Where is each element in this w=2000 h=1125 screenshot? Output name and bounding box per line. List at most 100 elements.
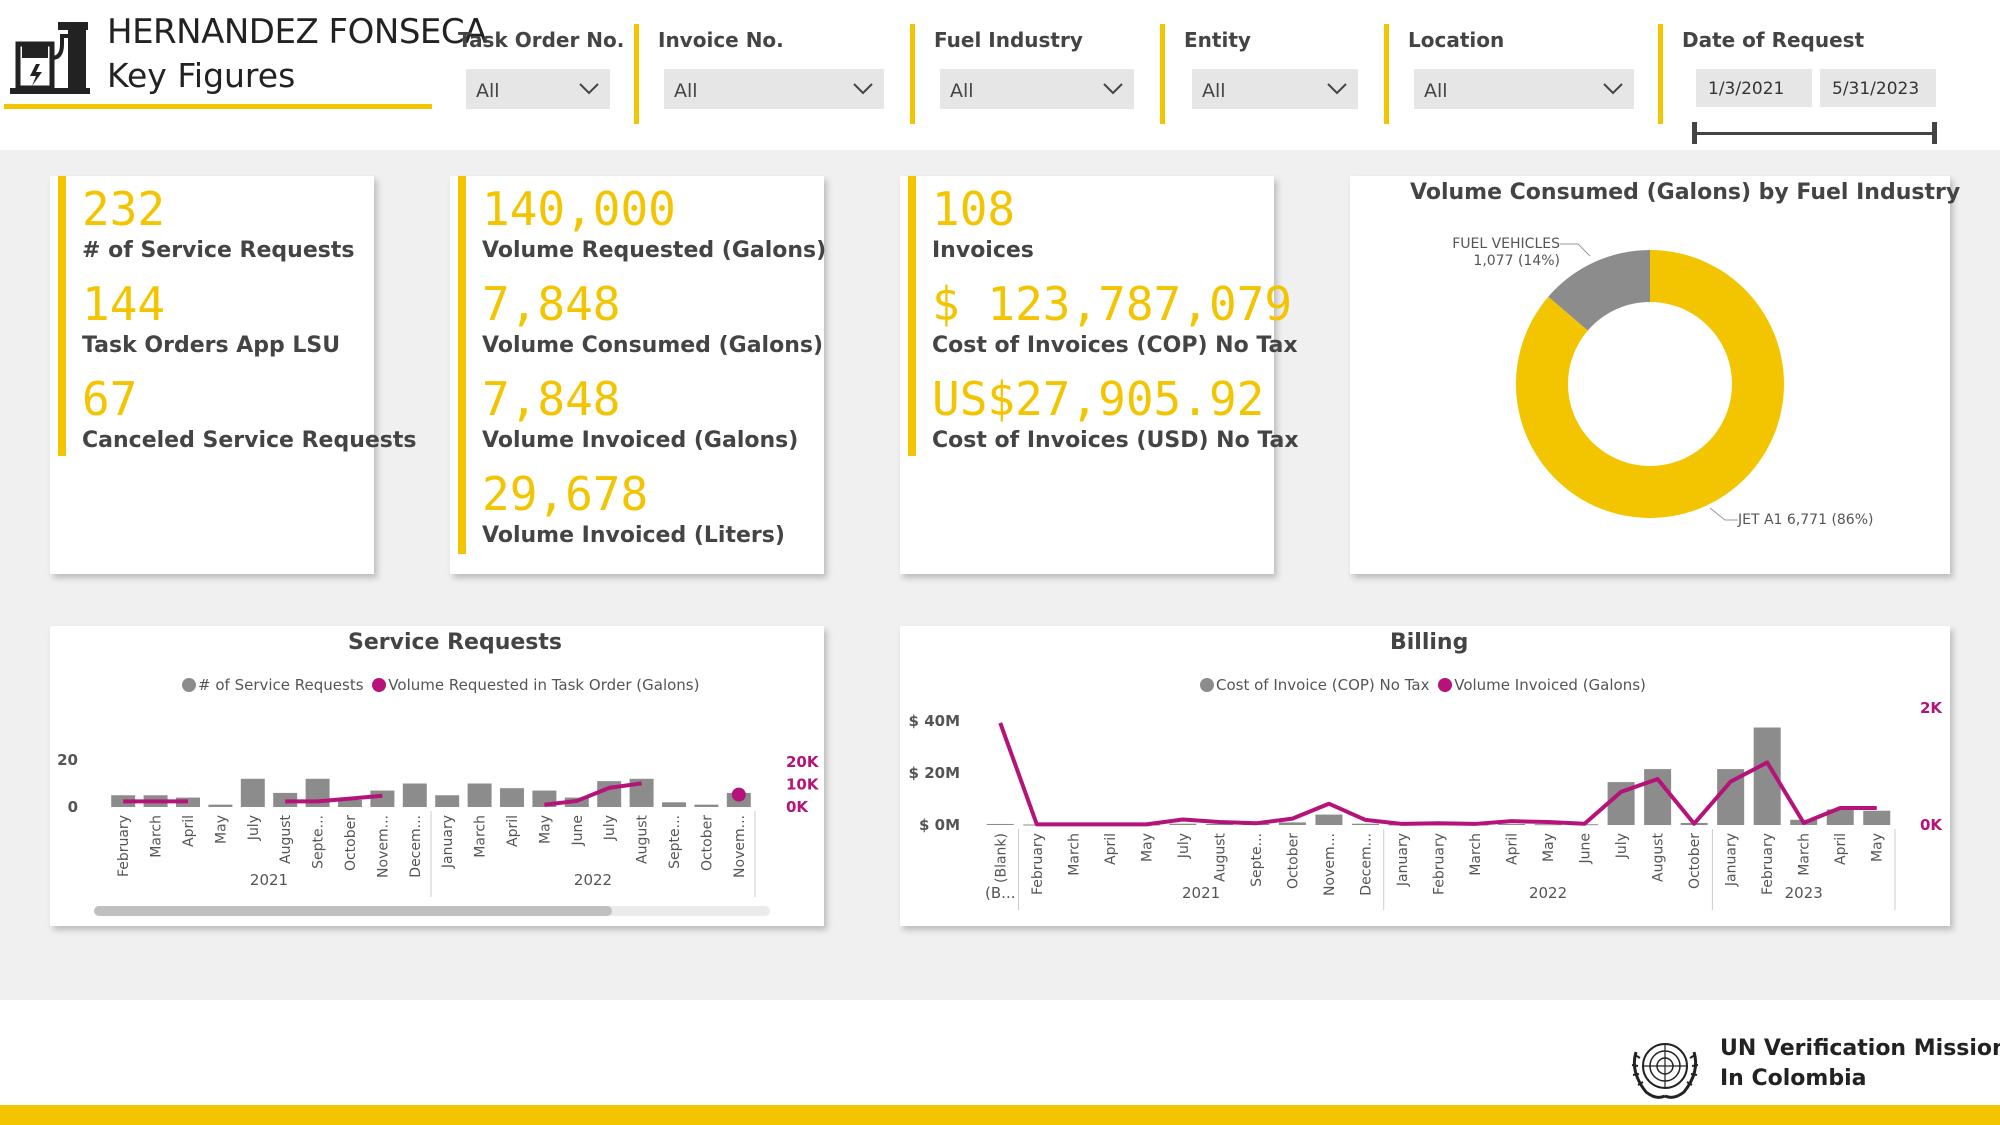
x-tick-label: February xyxy=(1030,833,1046,895)
x-tick-label: May xyxy=(1870,833,1886,862)
x-tick-label: June xyxy=(570,815,586,847)
legend-label-volume-requested: Volume Requested in Task Order (Galons) xyxy=(388,676,700,694)
x-tick-label: February xyxy=(116,815,132,877)
donut-label-jet-a1: JET A1 6,771 (86%) xyxy=(1737,512,1873,528)
y-tick-left: $ 40M xyxy=(909,712,960,730)
line-series-segment xyxy=(998,722,1877,827)
legend-dot-gray xyxy=(1200,678,1214,692)
x-tick-label: October xyxy=(1687,833,1703,889)
donut-chart[interactable]: FUEL VEHICLES 1,077 (14%) JET A1 6,771 (… xyxy=(1350,176,1950,574)
donut-leader-jet-a1 xyxy=(1709,507,1738,521)
legend-item-volume-invoiced[interactable]: Volume Invoiced (Galons) xyxy=(1438,676,1646,694)
date-end-input[interactable]: 5/31/2023 xyxy=(1820,69,1936,107)
billing-chart-card[interactable]: Billing Cost of Invoice (COP) No Tax Vol… xyxy=(900,626,1950,926)
kpi-label-volume-invoiced-liters: Volume Invoiced (Liters) xyxy=(482,523,785,548)
kpi-value-invoices: 108 xyxy=(932,182,1016,236)
service-requests-chart[interactable]: 20 0 20K 10K 0K February March April May July Augu… xyxy=(50,626,824,926)
x-group-label: 2021 xyxy=(1182,884,1220,902)
line-series-segment xyxy=(544,781,642,807)
x-tick-label: January xyxy=(1395,833,1411,887)
donut-leader-fuel-vehicles xyxy=(1560,243,1591,257)
bar xyxy=(1315,814,1343,825)
card-accent-bar xyxy=(58,176,66,456)
x-tick-label: April xyxy=(505,815,521,847)
entity-dropdown[interactable]: All xyxy=(1192,69,1358,109)
date-range-track[interactable] xyxy=(1694,132,1934,135)
header: HERNANDEZ FONSECA Key Figures Task Order… xyxy=(0,0,2000,150)
filter-divider xyxy=(1160,24,1165,124)
x-tick-label: March xyxy=(473,815,489,858)
kpi-value-cost-cop: $ 123,787,079 xyxy=(932,277,1293,331)
un-emblem-icon xyxy=(1626,1032,1704,1104)
fuel-industry-value: All xyxy=(950,80,974,102)
kpi-value-task-orders: 144 xyxy=(82,277,166,331)
date-range-handle-end[interactable] xyxy=(1932,122,1937,144)
x-group-label: 2023 xyxy=(1785,884,1823,902)
x-tick-label: March xyxy=(1066,833,1082,876)
x-tick-label: October xyxy=(699,815,715,871)
card-accent-bar xyxy=(458,176,466,554)
invoice-dropdown[interactable]: All xyxy=(664,69,884,109)
fuel-industry-dropdown[interactable]: All xyxy=(940,69,1134,109)
task-order-value: All xyxy=(476,80,500,102)
bar xyxy=(240,778,265,807)
report-canvas: 232 # of Service Requests 144 Task Order… xyxy=(0,150,2000,1000)
location-dropdown[interactable]: All xyxy=(1414,69,1634,109)
task-order-dropdown[interactable]: All xyxy=(466,69,610,109)
x-tick-label: Septe... xyxy=(1249,833,1265,887)
x-tick-label: June xyxy=(1578,833,1594,865)
y-tick-right: 10K xyxy=(786,776,820,794)
donut-chart-card[interactable]: Volume Consumed (Galons) by Fuel Industr… xyxy=(1350,176,1960,574)
filter-divider xyxy=(634,24,639,124)
x-tick-label: May xyxy=(537,815,553,844)
legend-item-service-requests[interactable]: # of Service Requests xyxy=(182,676,364,694)
x-tick-label: (Blank) xyxy=(993,833,1009,883)
org-name-line2: In Colombia xyxy=(1720,1066,1867,1091)
bar xyxy=(1351,823,1379,825)
x-group-label: 2021 xyxy=(250,871,288,889)
x-tick-label: October xyxy=(343,815,359,871)
bar xyxy=(1169,823,1197,825)
date-range-handle-start[interactable] xyxy=(1692,122,1697,144)
date-filter-label: Date of Request xyxy=(1682,28,1865,52)
x-group-label: 2022 xyxy=(574,871,612,889)
bar xyxy=(1205,823,1233,825)
donut-label-fuel-vehicles-name: FUEL VEHICLES xyxy=(1452,236,1560,252)
service-requests-chart-card[interactable]: Service Requests # of Service Requests V… xyxy=(50,626,824,926)
kpi-card-volumes: 140,000 Volume Requested (Galons) 7,848 … xyxy=(450,176,826,574)
x-tick-label: May xyxy=(213,815,229,844)
y-tick-left: $ 0M xyxy=(919,816,960,834)
chevron-down-icon xyxy=(579,83,599,95)
x-tick-label: Septe... xyxy=(667,815,683,869)
x-tick-label: May xyxy=(1541,833,1557,862)
chevron-down-icon xyxy=(853,83,873,95)
filter-invoice-label: Invoice No. xyxy=(658,28,784,52)
legend-item-volume-requested[interactable]: Volume Requested in Task Order (Galons) xyxy=(372,676,699,694)
horizontal-scrollbar[interactable] xyxy=(94,906,770,916)
scrollbar-thumb[interactable] xyxy=(94,906,612,916)
kpi-value-canceled: 67 xyxy=(82,372,138,426)
x-tick-label: March xyxy=(1797,833,1813,876)
x-tick-label: January xyxy=(440,815,456,869)
donut-slice-fuel-vehicles xyxy=(1548,250,1650,331)
x-tick-label: April xyxy=(1833,833,1849,865)
date-start-value: 1/3/2021 xyxy=(1708,79,1785,99)
billing-legend: Cost of Invoice (COP) No Tax Volume Invo… xyxy=(1200,676,1646,694)
bar xyxy=(694,804,719,807)
billing-chart-title: Billing xyxy=(1390,630,1469,655)
filter-fuel-industry: Fuel Industry All xyxy=(910,0,1138,125)
billing-chart[interactable]: $ 40M $ 20M $ 0M 2K 0K (Blank) February March Ap… xyxy=(900,626,1950,926)
filter-location: Location All xyxy=(1384,0,1636,125)
kpi-card-service-requests: 232 # of Service Requests 144 Task Order… xyxy=(50,176,417,574)
report-title: HERNANDEZ FONSECA xyxy=(107,12,487,52)
kpi-card-invoices: 108 Invoices $ 123,787,079 Cost of Invoi… xyxy=(900,176,1299,574)
footer-stripe xyxy=(0,1105,2000,1125)
line-series-segment xyxy=(285,793,383,804)
legend-item-cost-invoice[interactable]: Cost of Invoice (COP) No Tax xyxy=(1200,676,1429,694)
org-name-line1: UN Verification Mission xyxy=(1720,1036,2000,1061)
service-requests-legend: # of Service Requests Volume Requested i… xyxy=(182,676,699,694)
filter-task-order: Task Order No. All xyxy=(456,0,624,125)
x-tick-label: Novem... xyxy=(732,815,748,878)
date-start-input[interactable]: 1/3/2021 xyxy=(1696,69,1812,107)
chevron-down-icon xyxy=(1103,83,1123,95)
